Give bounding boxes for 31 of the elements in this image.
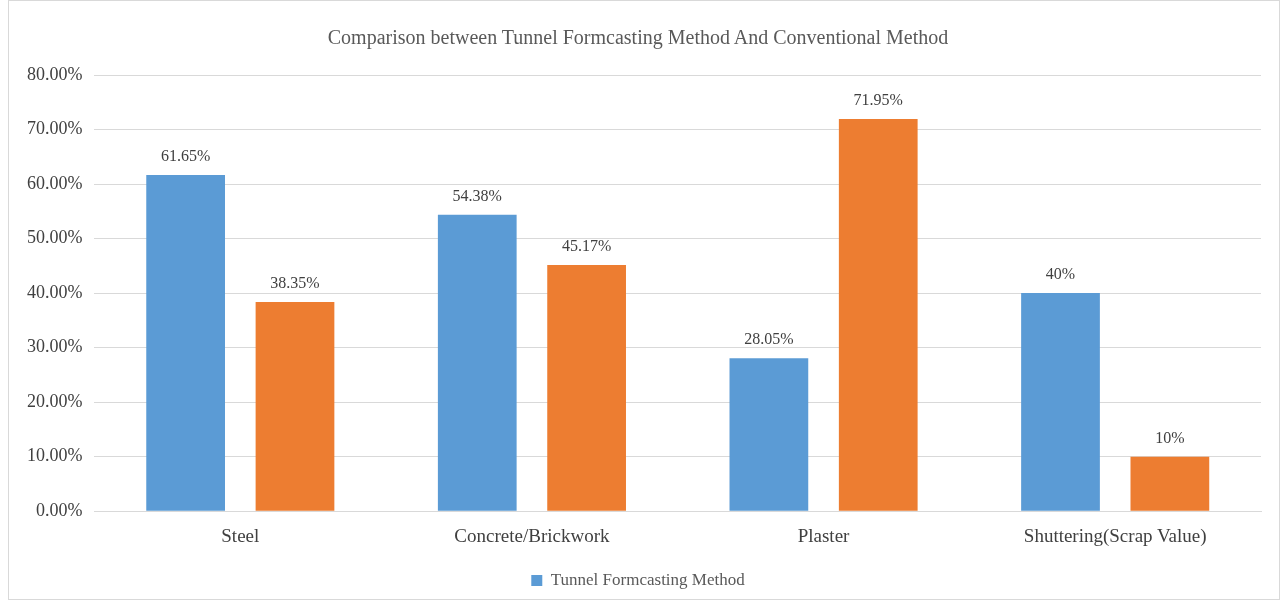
data-label: 38.35% <box>270 274 320 292</box>
chart-title: Comparison between Tunnel Formcasting Method And Conventional Method <box>327 26 949 50</box>
y-tick-label: 80.00% <box>26 63 83 84</box>
bar <box>729 358 809 511</box>
bar <box>437 214 517 511</box>
legend-label: Tunnel Formcasting Method <box>550 569 746 589</box>
y-tick-label: 50.00% <box>26 227 83 248</box>
data-label: 71.95% <box>853 91 903 109</box>
data-label: 40% <box>1045 265 1076 283</box>
data-label: 54.38% <box>452 186 502 204</box>
y-tick-label: 60.00% <box>26 172 83 193</box>
bar <box>838 118 918 511</box>
x-tick-label: Shuttering(Scrap Value) <box>1023 524 1207 547</box>
x-tick-label: Steel <box>221 524 260 546</box>
bar <box>146 175 225 511</box>
data-label: 45.17% <box>561 237 612 255</box>
data-label: 10% <box>1155 428 1185 446</box>
x-tick-label: Concrete/Brickwork <box>454 524 610 546</box>
bar <box>547 264 626 511</box>
bar <box>1130 456 1210 511</box>
data-label: 61.65% <box>160 147 211 165</box>
data-label: 28.05% <box>744 330 794 348</box>
bar <box>255 302 335 511</box>
y-tick-label: 70.00% <box>26 118 83 139</box>
y-tick-label: 40.00% <box>26 281 83 302</box>
bar <box>1021 293 1100 511</box>
y-tick-label: 20.00% <box>26 390 83 411</box>
y-tick-label: 30.00% <box>26 336 83 357</box>
x-tick-label: Plaster <box>797 524 851 546</box>
y-tick-label: 10.00% <box>26 445 83 466</box>
y-tick-label: 0.00% <box>35 499 83 520</box>
